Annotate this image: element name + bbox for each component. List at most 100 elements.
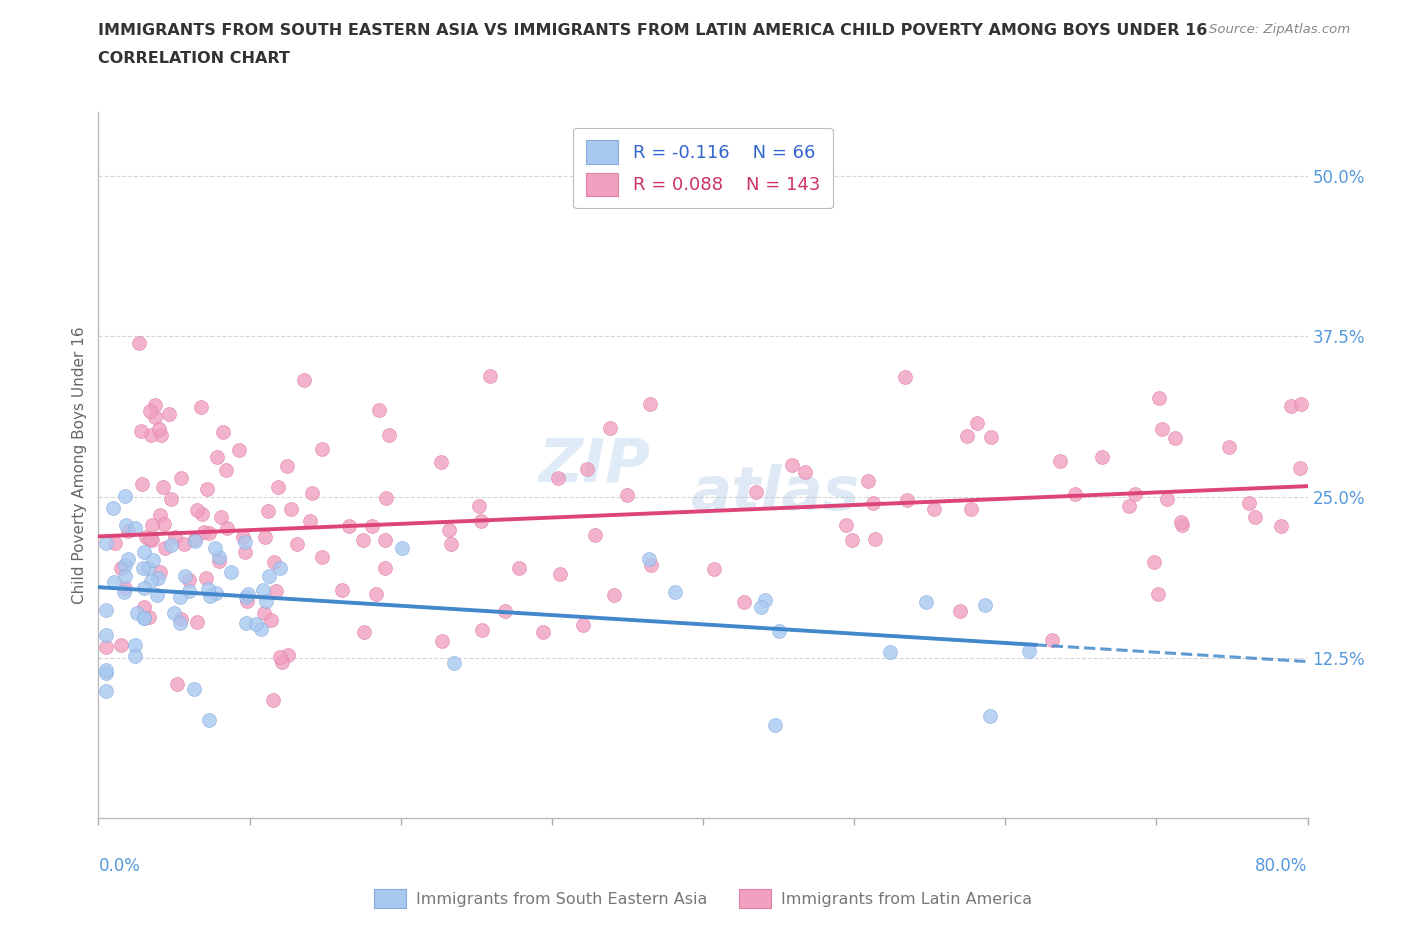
Point xyxy=(142,553,165,568)
Point xyxy=(117,524,139,538)
Point xyxy=(276,458,298,473)
Point xyxy=(232,530,254,545)
Point xyxy=(893,369,915,384)
Point xyxy=(391,541,413,556)
Point xyxy=(311,550,333,565)
Point xyxy=(298,514,321,529)
Point xyxy=(1270,518,1292,533)
Point xyxy=(375,491,398,506)
Point xyxy=(235,535,257,550)
Point xyxy=(131,561,153,576)
Point xyxy=(245,617,267,631)
Point xyxy=(169,590,191,604)
Point xyxy=(285,537,308,551)
Point xyxy=(204,586,226,601)
Point xyxy=(94,662,117,677)
Point xyxy=(153,540,176,555)
Point xyxy=(207,449,229,464)
Point xyxy=(960,502,983,517)
Point xyxy=(440,537,463,551)
Point xyxy=(138,610,160,625)
Text: ZIP: ZIP xyxy=(538,435,650,495)
Point xyxy=(94,603,117,618)
Point xyxy=(896,492,918,507)
Point xyxy=(1018,644,1040,658)
Point xyxy=(114,557,136,572)
Point xyxy=(1291,397,1313,412)
Point xyxy=(190,507,212,522)
Point xyxy=(235,616,257,631)
Point xyxy=(1237,496,1260,511)
Point xyxy=(1118,498,1140,513)
Point xyxy=(1244,510,1267,525)
Point xyxy=(236,586,259,601)
Point xyxy=(179,583,201,598)
Point xyxy=(139,404,162,418)
Point xyxy=(143,397,166,412)
Point xyxy=(124,638,146,653)
Point xyxy=(150,428,173,443)
Point xyxy=(575,462,598,477)
Point xyxy=(531,624,554,639)
Point xyxy=(360,518,382,533)
Point xyxy=(368,403,391,418)
Point xyxy=(443,656,465,671)
Point xyxy=(94,684,117,698)
Point xyxy=(269,561,291,576)
Point xyxy=(793,464,815,479)
Point xyxy=(432,633,454,648)
Point xyxy=(494,604,516,618)
Point xyxy=(184,532,207,547)
Point xyxy=(437,523,460,538)
Text: atlas: atlas xyxy=(690,464,860,523)
Point xyxy=(200,589,222,604)
Point xyxy=(139,427,162,442)
Point xyxy=(1152,422,1174,437)
Point xyxy=(471,622,494,637)
Point xyxy=(1146,587,1168,602)
Point xyxy=(197,581,219,596)
Point xyxy=(141,532,163,547)
Point xyxy=(219,565,242,579)
Point xyxy=(603,588,626,603)
Point xyxy=(259,568,281,583)
Point xyxy=(117,551,139,566)
Point xyxy=(132,610,155,625)
Point xyxy=(1149,391,1171,405)
Point xyxy=(374,533,396,548)
Point xyxy=(763,718,786,733)
Point xyxy=(233,544,256,559)
Point xyxy=(179,572,201,587)
Text: IMMIGRANTS FROM SOUTH EASTERN ASIA VS IMMIGRANTS FROM LATIN AMERICA CHILD POVERT: IMMIGRANTS FROM SOUTH EASTERN ASIA VS IM… xyxy=(98,23,1208,38)
Point xyxy=(250,621,273,636)
Point xyxy=(163,605,186,620)
Point xyxy=(301,485,323,500)
Point xyxy=(1171,518,1194,533)
Point xyxy=(863,531,886,546)
Point xyxy=(841,532,863,547)
Point xyxy=(664,585,686,600)
Point xyxy=(135,530,157,545)
Point xyxy=(149,508,172,523)
Point xyxy=(143,409,166,424)
Point xyxy=(235,590,257,604)
Point xyxy=(254,593,277,608)
Point xyxy=(134,581,156,596)
Point xyxy=(956,428,979,443)
Point xyxy=(1049,454,1071,469)
Point xyxy=(749,600,772,615)
Point xyxy=(125,605,148,620)
Point xyxy=(217,521,239,536)
Point xyxy=(136,561,159,576)
Point xyxy=(228,443,250,458)
Point xyxy=(235,593,257,608)
Point xyxy=(638,397,661,412)
Point xyxy=(215,462,238,477)
Point xyxy=(114,580,136,595)
Point xyxy=(263,554,285,569)
Point xyxy=(153,516,176,531)
Point xyxy=(1218,440,1240,455)
Point xyxy=(129,423,152,438)
Point xyxy=(146,570,169,585)
Point xyxy=(198,525,221,540)
